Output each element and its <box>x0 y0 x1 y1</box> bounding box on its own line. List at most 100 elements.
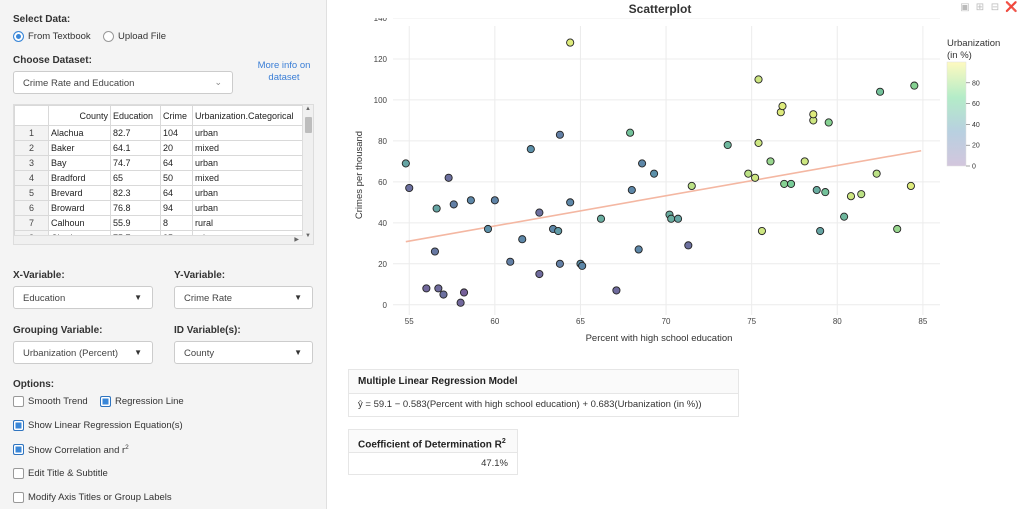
scatter-point[interactable] <box>535 269 544 279</box>
radio-upload-file-label[interactable]: Upload File <box>118 31 167 42</box>
scatter-point[interactable] <box>910 81 919 90</box>
dataset-select[interactable]: Crime Rate and Education ⌄ <box>13 71 233 94</box>
scatter-point[interactable] <box>766 157 775 166</box>
id-variable-select[interactable]: County ▼ <box>174 341 313 364</box>
scatter-point[interactable] <box>555 130 564 139</box>
table-vertical-scrollbar[interactable]: ▲ ▼ <box>302 105 313 244</box>
scatter-point[interactable] <box>535 208 544 217</box>
scroll-up-icon[interactable]: ▲ <box>305 106 311 112</box>
scatter-point[interactable] <box>612 286 621 295</box>
scatter-point[interactable] <box>483 224 493 234</box>
scatter-point[interactable] <box>626 128 635 137</box>
scatter-point[interactable] <box>872 169 881 178</box>
table-scroll-thumb[interactable] <box>305 117 312 133</box>
scatter-point[interactable] <box>876 87 885 96</box>
scatter-point[interactable] <box>893 224 902 234</box>
camera-icon[interactable]: ▣ <box>960 2 970 13</box>
table-header[interactable] <box>14 105 49 126</box>
table-row[interactable]: 4 Bradford 65 50 mixed <box>14 170 313 186</box>
scatter-point[interactable] <box>744 169 753 178</box>
scatter-point[interactable] <box>821 188 830 197</box>
scatter-point[interactable] <box>778 102 787 111</box>
scatter-point[interactable] <box>554 226 563 236</box>
scatter-point[interactable] <box>430 247 439 256</box>
scatter-point[interactable] <box>449 200 458 209</box>
modify-axis-label[interactable]: Modify Axis Titles or Group Labels <box>28 492 172 503</box>
show-correlation-checkbox[interactable] <box>13 444 24 455</box>
scatter-point[interactable] <box>466 196 475 205</box>
table-header[interactable]: County <box>48 105 111 126</box>
scatter-point[interactable] <box>754 75 763 84</box>
scatter-point[interactable] <box>809 110 818 119</box>
scatter-point[interactable] <box>401 159 410 168</box>
scatter-point[interactable] <box>780 179 789 188</box>
scatter-point[interactable] <box>422 284 431 293</box>
table-header[interactable]: Crime <box>160 105 193 126</box>
table-row[interactable]: 7 Calhoun 55.9 8 rural <box>14 215 313 231</box>
scatter-point[interactable] <box>638 159 647 168</box>
regression-line-checkbox[interactable] <box>100 396 111 407</box>
table-row[interactable]: 2 Baker 64.1 20 mixed <box>14 140 313 156</box>
x-variable-select[interactable]: Education ▼ <box>13 286 153 309</box>
scatter-point[interactable] <box>757 226 766 236</box>
zoom-in-icon[interactable]: ⊞ <box>975 2 985 13</box>
scatter-point[interactable] <box>405 183 414 193</box>
scatter-point[interactable] <box>596 214 606 223</box>
grouping-variable-select[interactable]: Urbanization (Percent) ▼ <box>13 341 153 364</box>
scatter-point[interactable] <box>687 181 696 191</box>
table-row[interactable]: 3 Bay 74.7 64 urban <box>14 155 313 171</box>
scatter-point[interactable] <box>439 290 448 299</box>
scatter-point[interactable] <box>526 145 535 154</box>
regression-line-label[interactable]: Regression Line <box>115 396 184 407</box>
scatter-point[interactable] <box>434 284 443 293</box>
scatter-point[interactable] <box>786 179 796 188</box>
radio-upload-file[interactable] <box>103 31 114 42</box>
scatter-point[interactable] <box>857 190 866 199</box>
table-row[interactable]: 1 Alachua 82.7 104 urban <box>14 125 313 141</box>
scatter-point[interactable] <box>578 261 587 270</box>
y-variable-select[interactable]: Crime Rate ▼ <box>174 286 313 309</box>
smooth-trend-checkbox[interactable] <box>13 396 24 407</box>
scatter-point[interactable] <box>800 157 809 166</box>
table-header[interactable]: Urbanization.Categorical <box>192 105 313 126</box>
scatter-point[interactable] <box>812 186 821 195</box>
radio-from-textbook-label[interactable]: From Textbook <box>28 31 91 42</box>
scatter-point[interactable] <box>684 241 693 250</box>
more-info-link[interactable]: More info on dataset <box>250 60 318 84</box>
scatter-point[interactable] <box>723 140 732 150</box>
scatter-point[interactable] <box>627 186 636 195</box>
scroll-right-icon[interactable]: ▶ <box>294 237 299 243</box>
scatter-point[interactable] <box>566 38 575 47</box>
show-correlation-label[interactable]: Show Correlation and r2 <box>28 444 129 456</box>
show-equation-checkbox[interactable] <box>13 420 24 431</box>
scatter-point[interactable] <box>840 212 849 221</box>
scatter-point[interactable] <box>816 226 825 236</box>
scatter-point[interactable] <box>459 288 469 297</box>
scatter-point[interactable] <box>506 257 515 266</box>
modify-axis-checkbox[interactable] <box>13 492 24 503</box>
scroll-down-icon[interactable]: ▼ <box>305 233 311 239</box>
smooth-trend-label[interactable]: Smooth Trend <box>28 396 88 407</box>
scatter-point[interactable] <box>432 204 441 213</box>
scatter-point[interactable] <box>555 259 564 268</box>
show-equation-label[interactable]: Show Linear Regression Equation(s) <box>28 420 183 431</box>
scatter-point[interactable] <box>444 173 453 182</box>
scatter-point[interactable] <box>634 245 643 254</box>
table-horizontal-scrollbar[interactable]: ▶ <box>14 235 303 244</box>
scatter-point[interactable] <box>906 181 915 191</box>
scatter-point[interactable] <box>754 138 763 147</box>
edit-title-checkbox[interactable] <box>13 468 24 479</box>
scatter-point[interactable] <box>751 173 760 182</box>
scatter-point[interactable] <box>650 169 659 178</box>
dataset-table[interactable]: County Education Crime Urbanization.Cate… <box>13 104 314 245</box>
scatter-point[interactable] <box>566 198 575 207</box>
table-row[interactable]: 6 Broward 76.8 94 urban <box>14 200 313 216</box>
zoom-out-icon[interactable]: ⊟ <box>990 2 1000 13</box>
scatter-point[interactable] <box>518 235 527 244</box>
scatter-point[interactable] <box>824 118 833 127</box>
scatter-point[interactable] <box>673 214 683 223</box>
edit-title-label[interactable]: Edit Title & Subtitle <box>28 468 108 479</box>
table-row[interactable]: 5 Brevard 82.3 64 urban <box>14 185 313 201</box>
reset-icon[interactable]: ❌ <box>1005 2 1018 13</box>
table-header[interactable]: Education <box>110 105 161 126</box>
